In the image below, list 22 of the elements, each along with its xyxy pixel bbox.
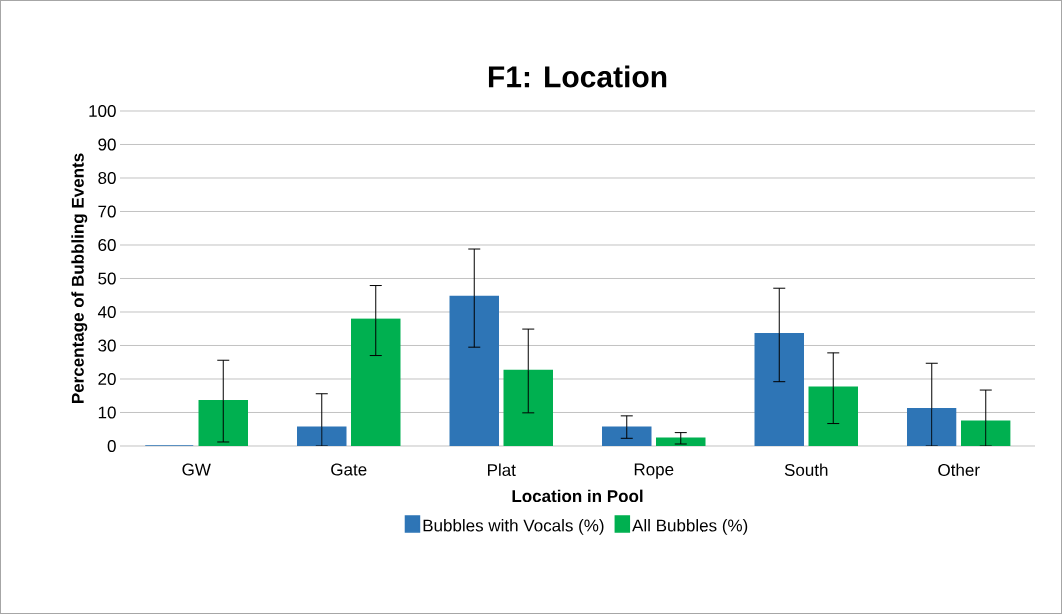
x-tick-label: Gate	[331, 463, 367, 476]
x-tick-label: South	[784, 463, 828, 477]
y-tick-label: 50	[98, 272, 116, 285]
y-tick-label: 80	[98, 171, 116, 185]
y-tick-label: 30	[98, 339, 116, 352]
y-tick-label: 90	[98, 138, 116, 151]
x-tick-label: Plat	[488, 463, 516, 477]
x-tick-label: GW	[182, 463, 211, 476]
y-tick-label: 70	[98, 205, 116, 218]
chart-title: F1: Location	[488, 65, 667, 88]
y-tick-label: 0	[107, 439, 116, 453]
y-tick-label: 100	[89, 104, 116, 118]
x-tick-label: Other	[938, 463, 980, 477]
x-axis-title: Location in Pool	[512, 489, 643, 503]
y-tick-label: 60	[98, 238, 116, 252]
y-tick-label: 20	[98, 372, 116, 386]
legend-label: Bubbles with Vocals (%)	[423, 519, 604, 535]
x-tick-label: Rope	[634, 463, 674, 479]
legend-label: All Bubbles (%)	[632, 519, 748, 535]
y-axis-title: Percentage of Bubbling Events	[71, 153, 88, 403]
y-tick-label: 40	[97, 305, 116, 319]
y-tick-label: 10	[98, 406, 116, 419]
